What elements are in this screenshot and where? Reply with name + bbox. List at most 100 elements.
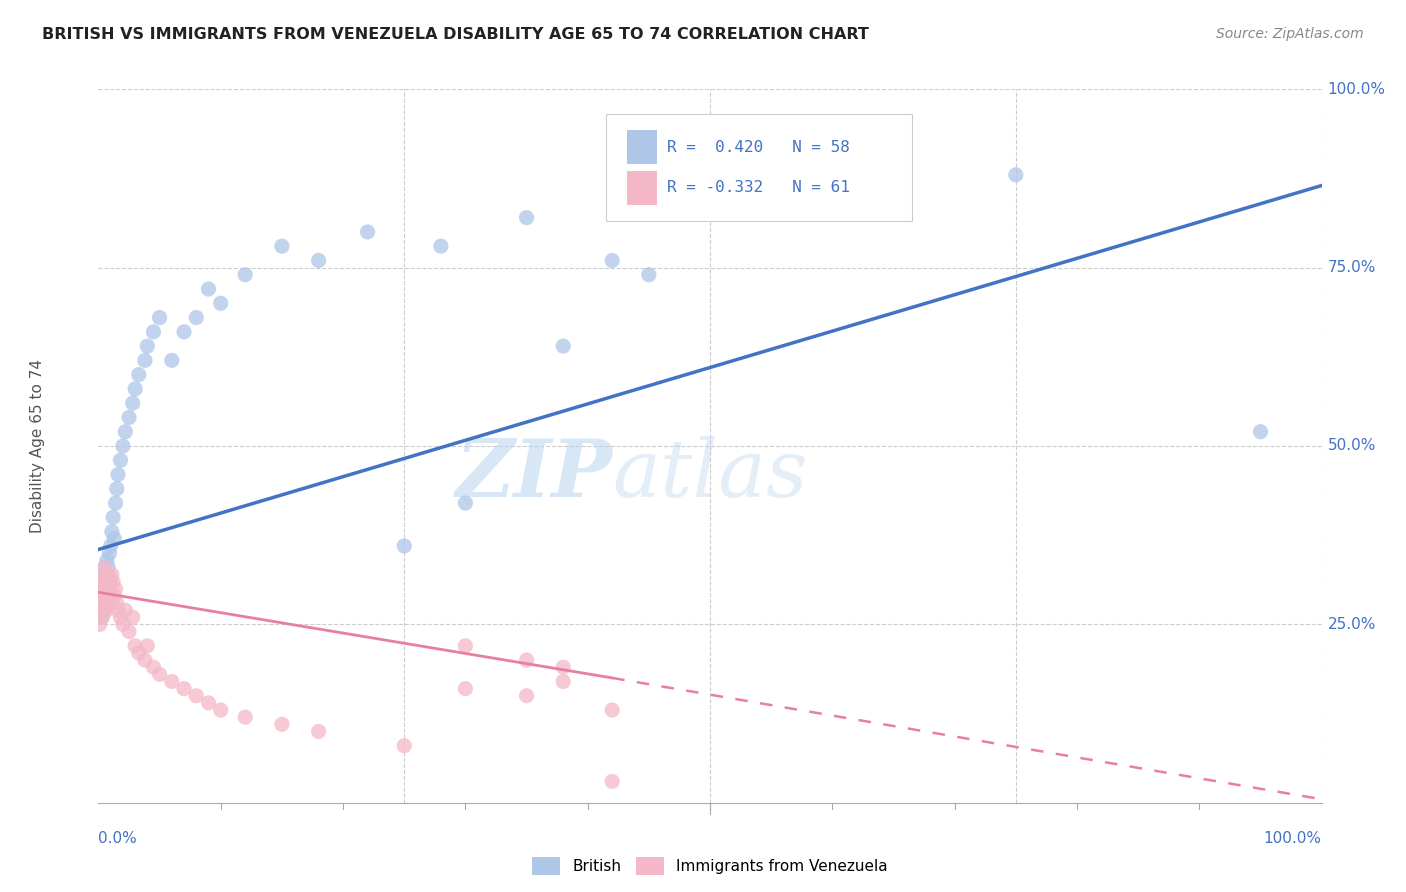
Text: 75.0%: 75.0% — [1327, 260, 1376, 275]
Point — [136, 339, 159, 353]
Point — [97, 596, 120, 610]
Point — [637, 268, 661, 282]
Point — [454, 681, 477, 696]
Point — [91, 574, 114, 589]
Point — [101, 567, 124, 582]
Point — [142, 660, 165, 674]
Point — [111, 617, 134, 632]
Text: 100.0%: 100.0% — [1264, 831, 1322, 847]
Point — [97, 596, 120, 610]
Point — [93, 574, 115, 589]
Point — [90, 582, 112, 596]
Point — [136, 639, 159, 653]
Point — [91, 582, 114, 596]
Point — [96, 589, 118, 603]
Point — [197, 282, 219, 296]
Point — [96, 582, 118, 596]
Point — [149, 667, 172, 681]
Point — [91, 589, 114, 603]
Point — [91, 596, 114, 610]
Point — [103, 589, 125, 603]
Point — [845, 175, 868, 189]
Text: 0.0%: 0.0% — [98, 831, 138, 847]
Point — [91, 567, 114, 582]
Text: 50.0%: 50.0% — [1327, 439, 1376, 453]
Point — [553, 674, 575, 689]
Point — [186, 689, 208, 703]
Point — [101, 574, 124, 589]
Point — [128, 646, 150, 660]
Point — [454, 639, 477, 653]
Point — [94, 582, 117, 596]
Point — [600, 253, 623, 268]
Point — [100, 589, 122, 603]
Point — [392, 739, 416, 753]
Point — [118, 410, 141, 425]
Text: BRITISH VS IMMIGRANTS FROM VENEZUELA DISABILITY AGE 65 TO 74 CORRELATION CHART: BRITISH VS IMMIGRANTS FROM VENEZUELA DIS… — [42, 27, 869, 42]
Point — [100, 539, 122, 553]
Point — [160, 353, 183, 368]
Point — [101, 510, 124, 524]
Point — [91, 610, 114, 624]
Point — [101, 524, 124, 539]
Point — [91, 610, 114, 624]
FancyBboxPatch shape — [627, 130, 658, 164]
Point — [121, 610, 143, 624]
Point — [1249, 425, 1271, 439]
Text: R =  0.420   N = 58: R = 0.420 N = 58 — [668, 139, 851, 154]
Point — [89, 596, 111, 610]
Point — [149, 310, 172, 325]
Point — [600, 774, 623, 789]
Point — [105, 482, 128, 496]
Point — [96, 574, 118, 589]
Point — [98, 574, 121, 589]
Text: Disability Age 65 to 74: Disability Age 65 to 74 — [30, 359, 45, 533]
Point — [93, 589, 115, 603]
Point — [142, 325, 165, 339]
Point — [98, 546, 121, 560]
Point — [134, 353, 156, 368]
Point — [270, 717, 294, 731]
Point — [94, 589, 117, 603]
Point — [91, 582, 114, 596]
Point — [186, 310, 208, 325]
Point — [97, 582, 120, 596]
Point — [96, 603, 118, 617]
Point — [110, 610, 132, 624]
Point — [1004, 168, 1026, 182]
Point — [90, 582, 112, 596]
Point — [124, 382, 146, 396]
Point — [128, 368, 150, 382]
Point — [118, 624, 141, 639]
Point — [91, 567, 114, 582]
Point — [392, 539, 416, 553]
Point — [90, 603, 112, 617]
Point — [98, 574, 121, 589]
Point — [91, 589, 114, 603]
Text: Source: ZipAtlas.com: Source: ZipAtlas.com — [1216, 27, 1364, 41]
Point — [93, 560, 115, 574]
Point — [515, 689, 537, 703]
Point — [98, 589, 121, 603]
Point — [173, 681, 195, 696]
Text: R = -0.332   N = 61: R = -0.332 N = 61 — [668, 180, 851, 195]
Point — [308, 253, 330, 268]
Point — [93, 560, 115, 574]
Text: ZIP: ZIP — [456, 436, 612, 513]
Point — [104, 582, 127, 596]
FancyBboxPatch shape — [606, 114, 912, 221]
Point — [209, 296, 232, 310]
FancyBboxPatch shape — [627, 170, 658, 205]
Point — [699, 203, 721, 218]
Point — [97, 567, 120, 582]
Point — [160, 674, 183, 689]
Point — [111, 439, 134, 453]
Text: 25.0%: 25.0% — [1327, 617, 1376, 632]
Point — [134, 653, 156, 667]
Point — [308, 724, 330, 739]
Legend: British, Immigrants from Venezuela: British, Immigrants from Venezuela — [526, 851, 894, 880]
Point — [600, 703, 623, 717]
Point — [430, 239, 453, 253]
Point — [104, 496, 127, 510]
Point — [91, 596, 114, 610]
